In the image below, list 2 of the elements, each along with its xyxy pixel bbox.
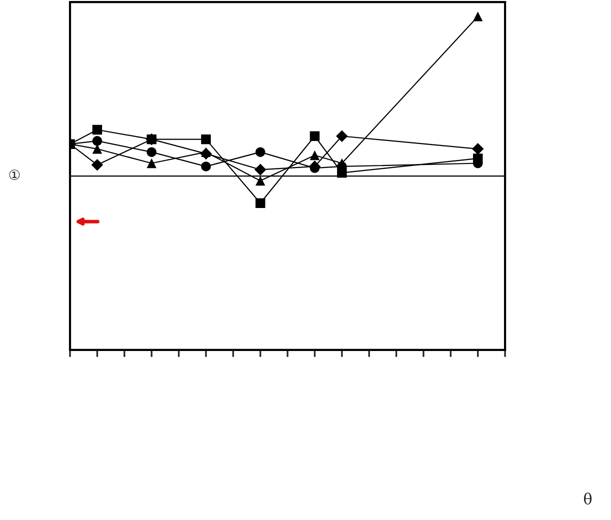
y-axis-title: ① <box>9 170 20 180</box>
text: θ <box>584 492 592 505</box>
